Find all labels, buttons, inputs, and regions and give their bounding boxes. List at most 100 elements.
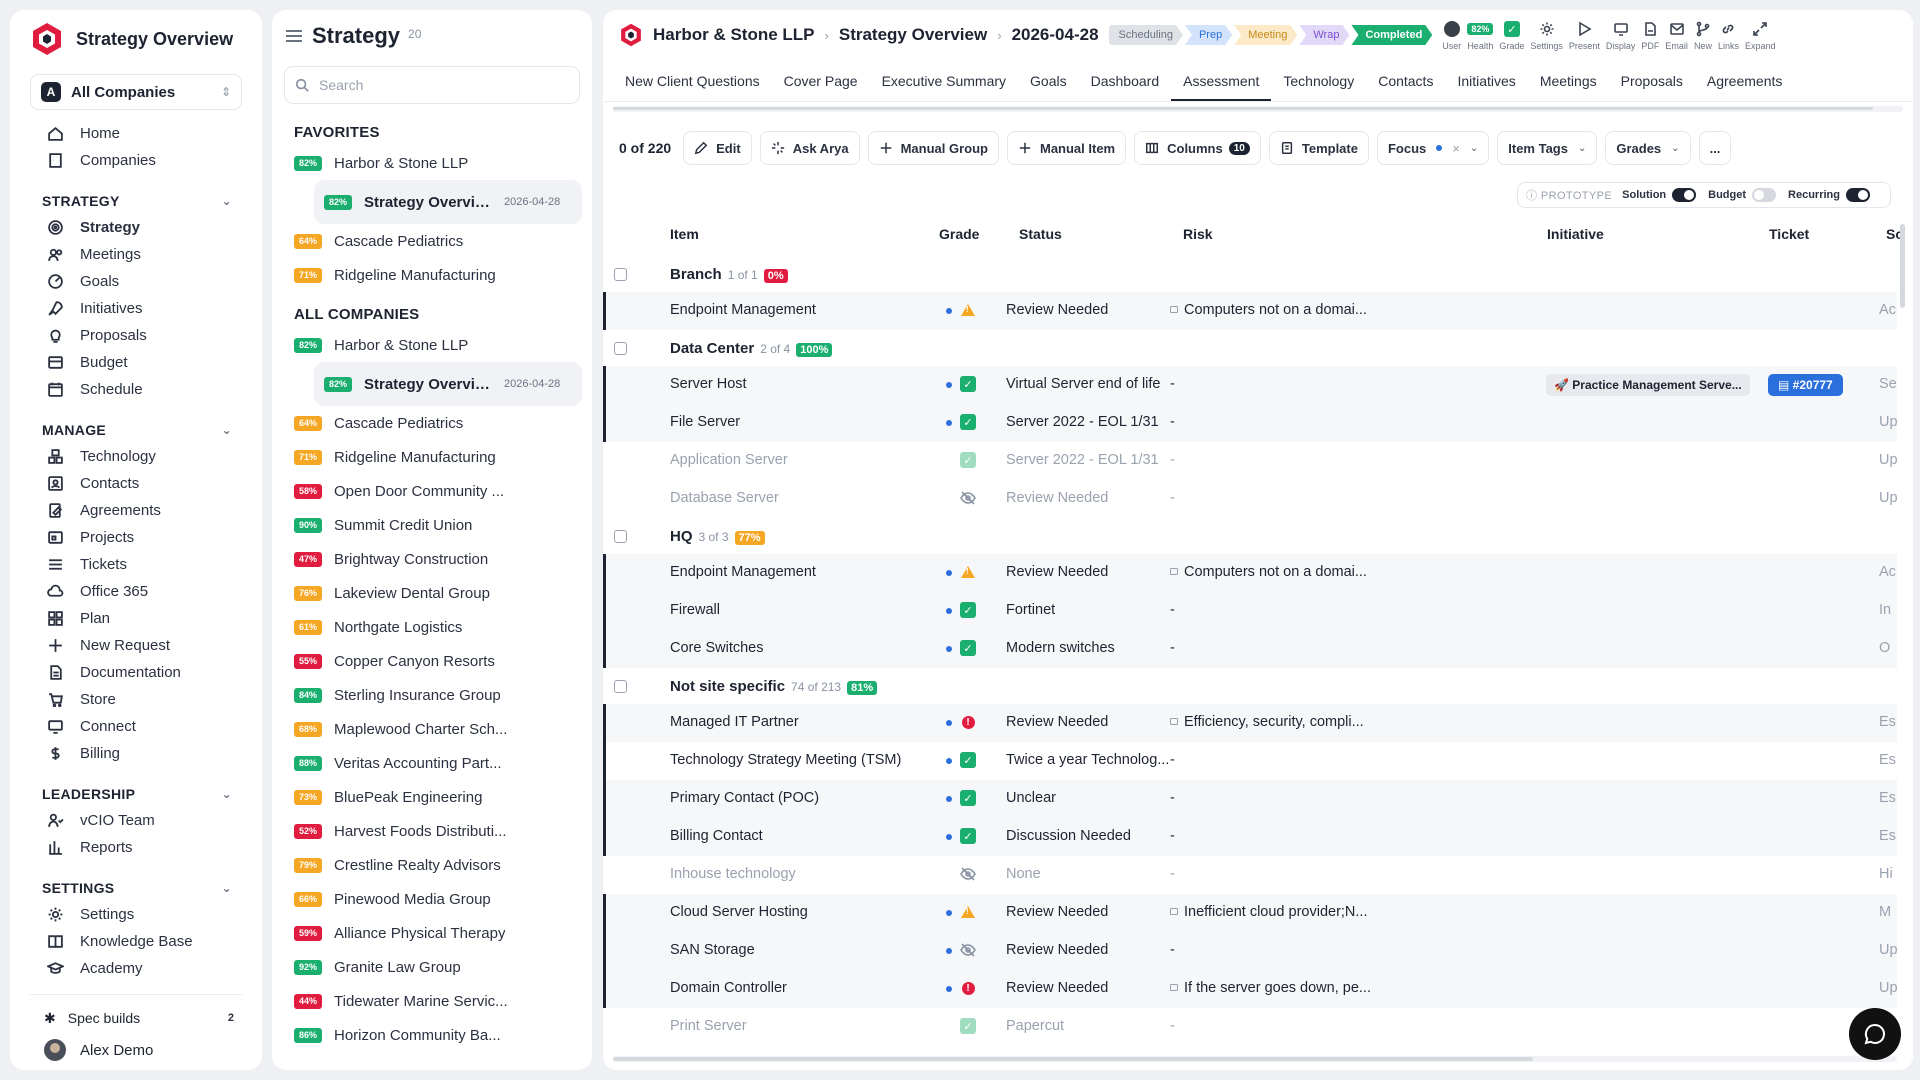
action-pdf[interactable]: PDF [1641, 19, 1659, 51]
item-name[interactable]: Application Server [670, 452, 788, 468]
chat-button[interactable] [1849, 1008, 1901, 1060]
company-item[interactable]: 55% Copper Canyon Resorts [272, 644, 592, 678]
table-row[interactable]: Endpoint Management Review Needed Computer… [603, 292, 1897, 330]
sidebar-item-billing[interactable]: Billing [10, 740, 262, 767]
tab-agreements[interactable]: Agreements [1706, 73, 1783, 89]
warning-icon[interactable] [960, 564, 976, 580]
sidebar-item-projects[interactable]: Projects [10, 524, 262, 551]
sidebar-item-schedule[interactable]: Schedule [10, 376, 262, 403]
table-row[interactable]: Endpoint Management Review Needed Computer… [603, 554, 1897, 592]
status-text[interactable]: Review Needed [1006, 302, 1109, 318]
tab-dashboard[interactable]: Dashboard [1090, 73, 1160, 89]
risk-text[interactable]: Efficiency, security, compli... [1170, 714, 1380, 730]
status-text[interactable]: Review Needed [1006, 714, 1109, 730]
eye-off-icon[interactable] [960, 942, 976, 958]
item-name[interactable]: File Server [670, 414, 741, 430]
risk-text[interactable]: - [1170, 376, 1380, 392]
item-name[interactable]: Primary Contact (POC) [670, 790, 820, 806]
company-item[interactable]: 82% Harbor & Stone LLP [272, 146, 592, 180]
sidebar-item-office-365[interactable]: Office 365 [10, 578, 262, 605]
status-text[interactable]: Review Needed [1006, 490, 1109, 506]
item-name[interactable]: Technology Strategy Meeting (TSM) [670, 752, 902, 768]
breadcrumb-date[interactable]: 2026-04-28 [1011, 25, 1099, 44]
status-text[interactable]: Review Needed [1006, 942, 1109, 958]
action-email[interactable]: Email [1665, 19, 1688, 51]
status-text[interactable]: Modern switches [1006, 640, 1115, 656]
menu-icon[interactable] [286, 30, 302, 42]
error-icon[interactable]: ! [960, 980, 976, 996]
tab-contacts[interactable]: Contacts [1378, 73, 1434, 89]
check-icon[interactable]: ✓ [960, 452, 976, 468]
table-row[interactable]: Domain Controller! Review Needed If the se… [603, 970, 1898, 1008]
col-item[interactable]: Item [670, 226, 699, 242]
toggle-solution[interactable] [1672, 188, 1697, 202]
step-prep[interactable]: Prep [1185, 25, 1232, 45]
status-text[interactable]: Twice a year Technolog... [1006, 752, 1170, 768]
search-box[interactable] [284, 66, 580, 104]
item-name[interactable]: Domain Controller [670, 980, 787, 996]
horizontal-scrollbar[interactable] [613, 1056, 1897, 1062]
item-name[interactable]: SAN Storage [670, 942, 755, 958]
group-checkbox[interactable] [614, 267, 627, 281]
item-name[interactable]: Endpoint Management [670, 564, 816, 580]
vertical-scrollbar[interactable] [1900, 224, 1905, 308]
strategy-item-selected[interactable]: 82% Strategy Overview 2026-04-28 [314, 180, 582, 224]
tab-initiatives[interactable]: Initiatives [1457, 73, 1516, 89]
item-name[interactable]: Server Host [670, 376, 747, 392]
table-row[interactable]: Database Server Review Needed - Up [603, 480, 1898, 518]
sidebar-section-manage[interactable]: MANAGE ⌄ [10, 417, 262, 443]
risk-text[interactable]: - [1170, 790, 1380, 806]
tab-goals[interactable]: Goals [1030, 73, 1067, 89]
tab-technology[interactable]: Technology [1283, 73, 1355, 89]
table-row[interactable]: Print Server✓Papercut-Up [603, 1008, 1898, 1046]
company-item[interactable]: 71% Ridgeline Manufacturing [272, 440, 592, 474]
template-button[interactable]: Template [1268, 131, 1369, 165]
company-item[interactable]: 88% Veritas Accounting Part... [272, 746, 592, 780]
sidebar-item-plan[interactable]: Plan [10, 605, 262, 632]
brand[interactable]: Strategy Overview [10, 14, 262, 64]
spec-builds[interactable]: ✱ Spec builds 2 [10, 1003, 262, 1033]
table-row[interactable]: Inhouse technology None - Hi [603, 856, 1897, 894]
table-row[interactable]: Core Switches ✓ Modern switches - O [603, 630, 1897, 668]
check-icon[interactable]: ✓ [960, 1018, 976, 1034]
check-icon[interactable]: ✓ [960, 790, 976, 806]
action-grade[interactable]: ✓ Grade [1499, 19, 1524, 51]
company-item[interactable]: 92% Granite Law Group [272, 950, 592, 984]
step-wrap[interactable]: Wrap [1299, 25, 1349, 45]
status-text[interactable]: Papercut [1006, 1018, 1065, 1034]
status-text[interactable]: Review Needed [1006, 980, 1109, 996]
status-text[interactable]: Server 2022 - EOL 1/31 [1006, 452, 1159, 468]
ticket-chip[interactable]: ▤ #20777 [1768, 374, 1843, 396]
col-risk[interactable]: Risk [1183, 226, 1213, 242]
sidebar-item-knowledge-base[interactable]: Knowledge Base [10, 928, 262, 955]
sidebar-item-store[interactable]: Store [10, 686, 262, 713]
status-text[interactable]: Discussion Needed [1006, 828, 1131, 844]
action-expand[interactable]: Expand [1745, 19, 1776, 51]
status-text[interactable]: Review Needed [1006, 564, 1109, 580]
item-name[interactable]: Print Server [670, 1018, 747, 1034]
step-meeting[interactable]: Meeting [1234, 25, 1297, 45]
tab-cover-page[interactable]: Cover Page [783, 73, 858, 89]
risk-text[interactable]: If the server goes down, pe... [1170, 980, 1380, 996]
company-item[interactable]: 90% Summit Credit Union [272, 508, 592, 542]
table-row[interactable]: Technology Strategy Meeting (TSM) ✓ Twice … [603, 742, 1897, 780]
item-name[interactable]: Database Server [670, 490, 779, 506]
table-row[interactable]: Firewall ✓ Fortinet - In [603, 592, 1897, 630]
sidebar-item-documentation[interactable]: Documentation [10, 659, 262, 686]
check-icon[interactable]: ✓ [960, 602, 976, 618]
table-row[interactable]: Cloud Server Hosting Review Needed Ineffic… [603, 894, 1897, 932]
action-links[interactable]: Links [1718, 19, 1739, 51]
tab-executive-summary[interactable]: Executive Summary [881, 73, 1007, 89]
col-sc[interactable]: Sc [1886, 226, 1904, 242]
status-text[interactable]: Server 2022 - EOL 1/31 [1006, 414, 1159, 430]
ask-arya-button[interactable]: Ask Arya [759, 131, 860, 165]
sidebar-section-settings[interactable]: SETTINGS ⌄ [10, 875, 262, 901]
item-name[interactable]: Inhouse technology [670, 866, 796, 882]
sidebar-item-goals[interactable]: Goals [10, 268, 262, 295]
group-checkbox[interactable] [614, 679, 627, 693]
initiative-chip[interactable]: 🚀 Practice Management Serve... [1546, 374, 1750, 396]
warning-icon[interactable] [960, 302, 976, 318]
company-item[interactable]: 58% Open Door Community ... [272, 474, 592, 508]
sidebar-item-new-request[interactable]: New Request [10, 632, 262, 659]
company-item[interactable]: 84% Sterling Insurance Group [272, 678, 592, 712]
